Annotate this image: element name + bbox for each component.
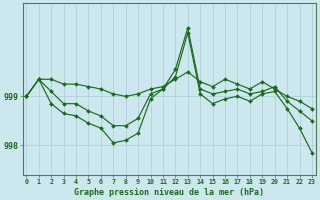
- X-axis label: Graphe pression niveau de la mer (hPa): Graphe pression niveau de la mer (hPa): [74, 188, 264, 197]
